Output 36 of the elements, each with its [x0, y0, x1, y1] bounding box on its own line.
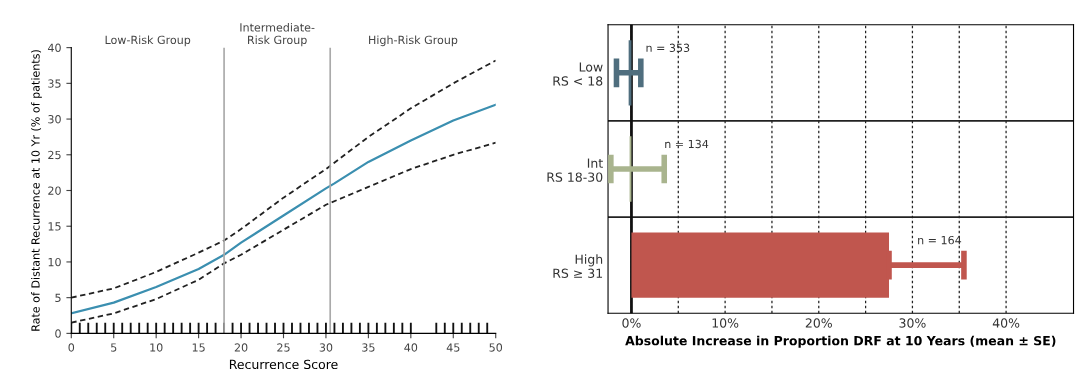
y-tick-label: 5: [55, 293, 61, 303]
y-tick-label: High RS ≥ 31: [553, 254, 603, 278]
y-tick-label: 10: [48, 257, 61, 267]
y-tick-label: 15: [48, 222, 61, 231]
x-tick-label: 10%: [712, 318, 739, 328]
y-tick-label: 40: [47, 43, 61, 52]
annotation: n = 134: [665, 139, 709, 149]
x-tick-label: 50: [489, 343, 503, 352]
x-tick-label: 40%: [992, 318, 1020, 328]
x-tick-label: 25: [277, 343, 290, 352]
x-axis-title: Absolute Increase in Proportion DRF at 10 Years (mean ± SE): [625, 335, 1056, 348]
y-tick-label: 30: [48, 115, 61, 124]
y-tick-label: 20: [48, 186, 61, 195]
y-tick-label: Low RS < 18: [553, 62, 603, 86]
text: High-Risk Group: [369, 35, 458, 47]
x-tick-label: 10: [150, 343, 163, 352]
x-tick-label: 45: [446, 343, 460, 352]
y-tick-label: 35: [48, 79, 61, 88]
annotation: n = 164: [918, 235, 962, 245]
x-axis-title: Recurrence Score: [229, 359, 338, 370]
x-tick-label: 0: [68, 343, 75, 352]
x-tick-label: 15: [192, 343, 205, 352]
y-tick-label: 25: [48, 150, 61, 160]
x-tick-label: 20%: [805, 318, 832, 328]
text: Low-Risk Group: [105, 35, 191, 47]
x-tick-label: 30: [319, 343, 333, 352]
x-tick-label: 40: [404, 343, 418, 352]
x-tick-label: 5: [111, 343, 117, 352]
x-tick-label: 0%: [622, 318, 641, 328]
x-tick-label: 30%: [899, 318, 926, 328]
text: Intermediate- Risk Group: [240, 23, 315, 47]
x-tick-label: 20: [234, 343, 248, 352]
y-tick-label: 0: [55, 329, 61, 338]
x-tick-label: 35: [362, 343, 375, 352]
y-tick-label: Int RS 18-30: [547, 158, 603, 182]
y-axis-title: Rate of Distant Recurrence at 10 Yr (% of patients): [31, 50, 42, 331]
